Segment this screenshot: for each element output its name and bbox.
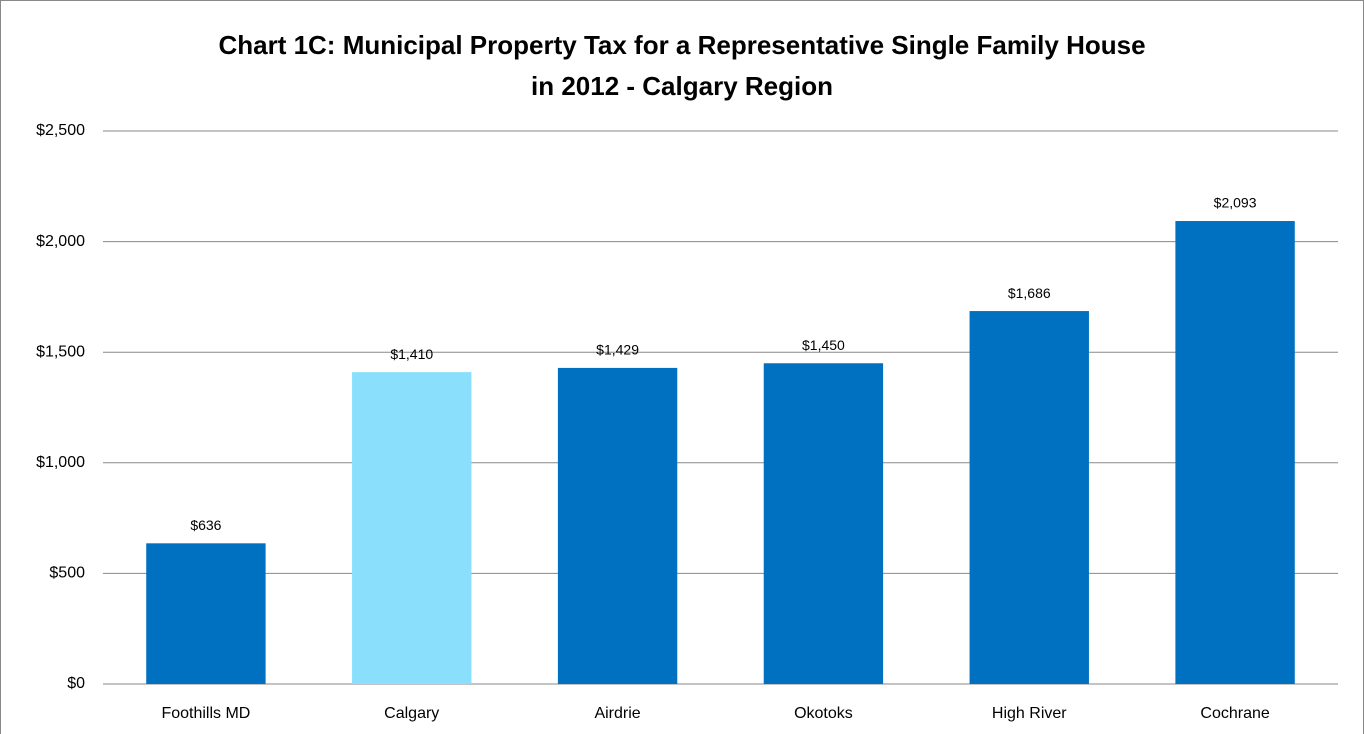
x-tick-label: Airdrie (594, 705, 640, 722)
x-tick-label: Calgary (384, 705, 439, 722)
x-tick-label: Cochrane (1200, 705, 1269, 722)
y-tick-label: $2,000 (36, 233, 85, 250)
bar (969, 311, 1089, 684)
y-tick-label: $500 (49, 565, 85, 582)
x-tick-label: High River (992, 705, 1067, 722)
x-tick-label: Okotoks (794, 705, 853, 722)
value-label: $1,450 (802, 337, 845, 353)
bar (146, 543, 266, 684)
value-label: $1,410 (390, 346, 433, 362)
value-label: $1,429 (596, 342, 639, 358)
bar (1175, 221, 1295, 685)
y-tick-label: $1,500 (36, 343, 85, 360)
y-tick-label: $1,000 (36, 454, 85, 471)
value-label: $636 (190, 517, 221, 533)
y-tick-label: $2,500 (36, 122, 85, 139)
chart-title: in 2012 - Calgary Region (531, 71, 833, 101)
x-tick-label: Foothills MD (161, 705, 250, 722)
bar (352, 372, 472, 684)
value-label: $1,686 (1008, 285, 1051, 301)
bar (763, 363, 884, 684)
value-label: $2,093 (1214, 195, 1257, 211)
chart-title: Chart 1C: Municipal Property Tax for a R… (218, 30, 1145, 60)
y-tick-label: $0 (67, 675, 85, 692)
bar (557, 367, 678, 684)
